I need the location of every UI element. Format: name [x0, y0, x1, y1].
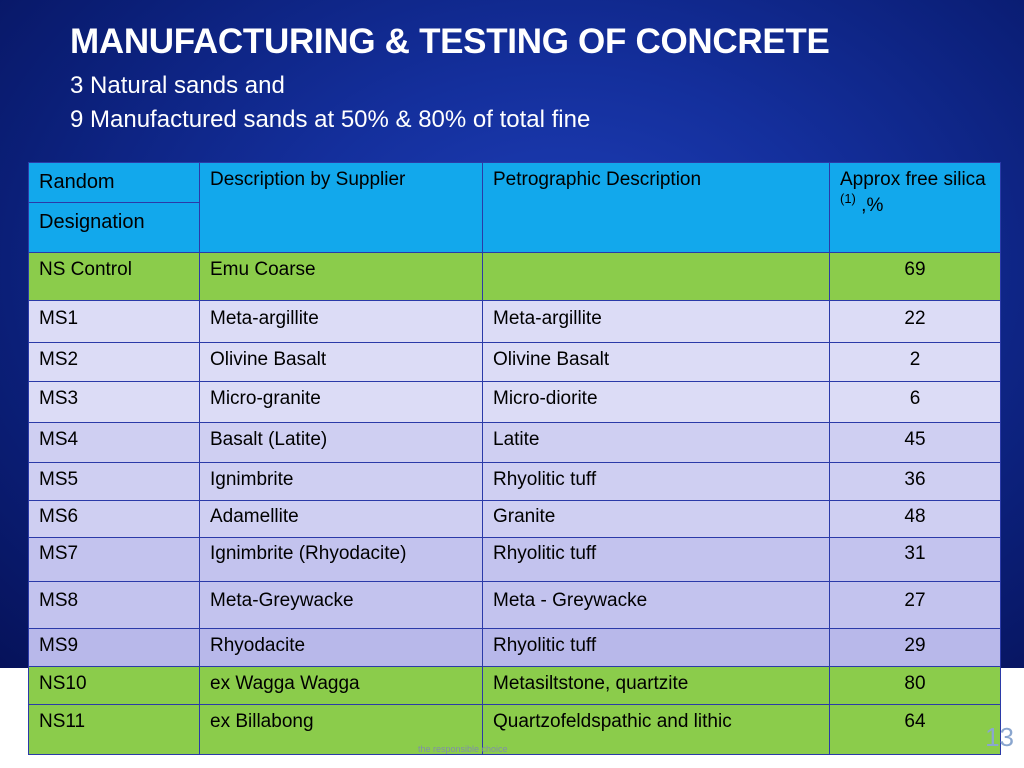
cell-petrographic: Micro-diorite — [482, 381, 830, 423]
cell-description: ex Wagga Wagga — [199, 666, 483, 705]
cell-designation: MS2 — [28, 342, 200, 382]
table-row: MS1 Meta-argillite Meta-argillite 22 — [28, 300, 1001, 343]
cell-designation: MS8 — [28, 581, 200, 629]
header-designation: Designation — [28, 202, 200, 253]
table-row: MS9 Rhyodacite Rhyolitic tuff 29 — [28, 628, 1001, 667]
cell-petrographic: Meta-argillite — [482, 300, 830, 343]
table-row: MS2 Olivine Basalt Olivine Basalt 2 — [28, 342, 1001, 382]
cell-silica: 48 — [829, 500, 1001, 538]
cell-petrographic: Olivine Basalt — [482, 342, 830, 382]
cell-description: Rhyodacite — [199, 628, 483, 667]
cell-silica: 45 — [829, 422, 1001, 463]
cell-silica: 80 — [829, 666, 1001, 705]
cell-petrographic: Rhyolitic tuff — [482, 537, 830, 582]
cell-petrographic: Quartzofeldspathic and lithic — [482, 704, 830, 755]
cell-petrographic: Rhyolitic tuff — [482, 462, 830, 501]
cell-designation: MS7 — [28, 537, 200, 582]
cell-designation: MS9 — [28, 628, 200, 667]
table-row: NS11 ex Billabong Quartzofeldspathic and… — [28, 704, 1001, 755]
cell-description: Adamellite — [199, 500, 483, 538]
header-description: Description by Supplier — [199, 162, 483, 253]
header-petrographic: Petrographic Description — [482, 162, 830, 253]
cell-silica: 31 — [829, 537, 1001, 582]
cell-designation: MS4 — [28, 422, 200, 463]
header-silica-prefix: Approx free silica — [840, 169, 986, 190]
header-row-1: Random Description by Supplier Petrograp… — [28, 162, 1001, 253]
cell-silica: 6 — [829, 381, 1001, 423]
cell-designation: NS11 — [28, 704, 200, 755]
cell-designation: MS6 — [28, 500, 200, 538]
cell-description: Ignimbrite — [199, 462, 483, 501]
header-row-2: Designation — [28, 202, 1001, 253]
header-random: Random — [28, 162, 200, 203]
table-row: MS4 Basalt (Latite) Latite 45 — [28, 422, 1001, 463]
header-silica-footnote: (1) — [840, 191, 856, 206]
slide-subtitle-1: 3 Natural sands and — [70, 72, 285, 99]
cell-silica: 2 — [829, 342, 1001, 382]
cell-designation: NS10 — [28, 666, 200, 705]
cell-petrographic — [482, 252, 830, 301]
header-silica-suffix: ,% — [861, 195, 884, 216]
cell-silica: 22 — [829, 300, 1001, 343]
table-row: MS7 Ignimbrite (Rhyodacite) Rhyolitic tu… — [28, 537, 1001, 582]
page-number: 13 — [985, 722, 1014, 752]
cell-designation: MS1 — [28, 300, 200, 343]
slide-subtitle-2: 9 Manufactured sands at 50% & 80% of tot… — [70, 106, 591, 133]
cell-description: Olivine Basalt — [199, 342, 483, 382]
cell-description: Ignimbrite (Rhyodacite) — [199, 537, 483, 582]
cell-petrographic: Latite — [482, 422, 830, 463]
table-row: NS Control Emu Coarse 69 — [28, 252, 1001, 301]
cell-silica: 36 — [829, 462, 1001, 501]
cell-petrographic: Granite — [482, 500, 830, 538]
table-row: MS3 Micro-granite Micro-diorite 6 — [28, 381, 1001, 423]
sands-table: Random Description by Supplier Petrograp… — [28, 162, 1001, 755]
cell-petrographic: Meta - Greywacke — [482, 581, 830, 629]
table-row: MS8 Meta-Greywacke Meta - Greywacke 27 — [28, 581, 1001, 629]
cell-petrographic: Metasiltstone, quartzite — [482, 666, 830, 705]
cell-description: ex Billabong — [199, 704, 483, 755]
cell-description: Basalt (Latite) — [199, 422, 483, 463]
cell-silica: 27 — [829, 581, 1001, 629]
cell-silica: 69 — [829, 252, 1001, 301]
slide-title: MANUFACTURING & TESTING OF CONCRETE — [70, 22, 830, 61]
table-row: MS6 Adamellite Granite 48 — [28, 500, 1001, 538]
footer-tagline: the responsible choice — [418, 744, 508, 754]
table-row: NS10 ex Wagga Wagga Metasiltstone, quart… — [28, 666, 1001, 705]
cell-description: Meta-Greywacke — [199, 581, 483, 629]
cell-silica: 29 — [829, 628, 1001, 667]
cell-petrographic: Rhyolitic tuff — [482, 628, 830, 667]
header-silica: Approx free silica (1) ,% — [829, 162, 1001, 253]
cell-description: Micro-granite — [199, 381, 483, 423]
cell-description: Emu Coarse — [199, 252, 483, 301]
cell-designation: MS5 — [28, 462, 200, 501]
table-row: MS5 Ignimbrite Rhyolitic tuff 36 — [28, 462, 1001, 501]
cell-silica: 64 — [829, 704, 1001, 755]
cell-designation: NS Control — [28, 252, 200, 301]
cell-description: Meta-argillite — [199, 300, 483, 343]
cell-designation: MS3 — [28, 381, 200, 423]
